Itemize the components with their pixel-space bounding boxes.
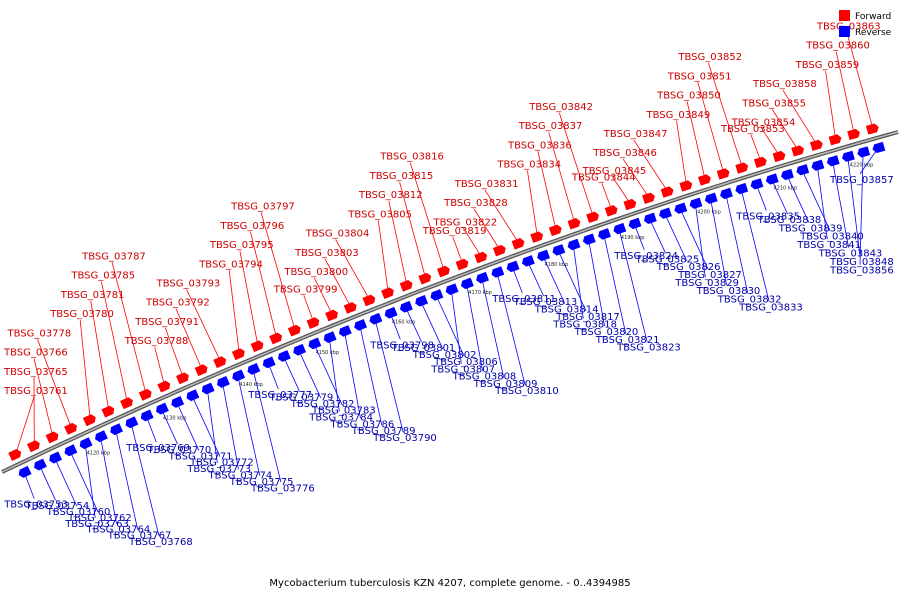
gene-leader-line	[40, 465, 56, 500]
gene-label: TBSG_03805	[347, 209, 412, 220]
gene-label: TBSG_03768	[128, 537, 193, 548]
gene-label: TBSG_03852	[677, 52, 742, 63]
gene-label: TBSG_03799	[273, 285, 338, 296]
gene-leader-line	[162, 409, 178, 444]
gene-leader-line	[80, 320, 90, 420]
gene-label: TBSG_03836	[507, 140, 572, 151]
tick-label: 4170 kbp	[468, 290, 492, 296]
gene-label: TBSG_03812	[358, 190, 423, 201]
gene-label: TBSG_03790	[372, 433, 437, 444]
gene-label: TBSG_03837	[518, 121, 583, 132]
legend-reverse-swatch	[839, 26, 850, 37]
gene-label: TBSG_03823	[616, 343, 681, 354]
gene-label: TBSG_03788	[124, 336, 189, 347]
gene-label: TBSG_03781	[60, 290, 125, 301]
gene-leader-line	[268, 363, 278, 389]
legend-reverse-label: Reverse	[855, 28, 892, 38]
gene-label: TBSG_03797	[230, 202, 295, 213]
tick-label: 4200 kbp	[697, 210, 721, 216]
gene-leader-line	[112, 262, 146, 394]
gene-label: TBSG_03846	[592, 148, 657, 159]
gene-leader-line	[378, 220, 388, 292]
gene-leader-line	[453, 237, 463, 264]
gene-leader-line	[24, 473, 34, 499]
gene-label: TBSG_03849	[646, 110, 711, 121]
legend-forward-label: Forward	[855, 12, 891, 22]
gene-label: TBSG_03761	[3, 386, 68, 397]
gene-leader-line	[284, 357, 300, 392]
gene-leader-line	[229, 270, 239, 353]
gene-label: TBSG_03822	[433, 217, 498, 228]
gene-label: TBSG_03833	[738, 303, 803, 314]
gene-label: TBSG_03800	[283, 267, 348, 278]
gene-label: TBSG_03831	[454, 179, 519, 190]
gene-label: TBSG_03854	[731, 118, 796, 129]
gene-label: TBSG_03847	[603, 129, 668, 140]
genome-caption: Mycobacterium tuberculosis KZN 4207, com…	[0, 578, 900, 589]
gene-leader-line	[756, 184, 766, 210]
gene-label: TBSG_03834	[496, 160, 561, 171]
gene-label: TBSG_03792	[145, 298, 210, 309]
gene-label: TBSG_03778	[7, 328, 72, 339]
gene-label: TBSG_03766	[3, 348, 68, 359]
gene-label: TBSG_03842	[528, 102, 593, 113]
gene-label: TBSG_03765	[3, 367, 68, 378]
gene-label: TBSG_03791	[134, 317, 199, 328]
gene-leader-line	[677, 121, 687, 186]
gene-label: TBSG_03785	[70, 271, 135, 282]
tick-label: 4120 kbp	[87, 450, 111, 456]
gene-label: TBSG_03804	[305, 229, 370, 240]
gene-label: TBSG_03828	[443, 198, 508, 209]
gene-label: TBSG_03810	[494, 386, 559, 397]
tick-label: 4140 kbp	[239, 382, 263, 388]
gene-leader-line	[751, 135, 761, 162]
gene-label: TBSG_03816	[379, 152, 444, 163]
gene-label: TBSG_03858	[752, 79, 817, 90]
gene-label: TBSG_03780	[49, 309, 114, 320]
gene-leader-line	[304, 296, 314, 323]
gene-label: TBSG_03856	[829, 266, 894, 277]
gene-label: TBSG_03776	[250, 483, 315, 494]
gene-leader-line	[390, 313, 400, 339]
gene-leader-line	[602, 183, 612, 210]
gene-leader-line	[155, 347, 165, 386]
gene-leader-line	[512, 267, 522, 293]
gene-leader-line	[826, 71, 836, 139]
gene-label: TBSG_03855	[741, 98, 806, 109]
legend-forward-swatch	[839, 10, 850, 21]
gene-label: TBSG_03850	[656, 91, 721, 102]
gene-label: TBSG_03857	[829, 175, 894, 186]
gene-label: TBSG_03845	[582, 166, 647, 177]
gene-label: TBSG_03793	[156, 279, 221, 290]
gene-leader-line	[527, 171, 537, 237]
gene-label: TBSG_03859	[795, 60, 860, 71]
gene-leader-line	[146, 416, 156, 442]
gene-label: TBSG_03815	[369, 171, 434, 182]
gene-label: TBSG_03795	[209, 240, 274, 251]
gene-label: TBSG_03851	[667, 71, 732, 82]
gene-label: TBSG_03787	[81, 251, 146, 262]
gene-leader-line	[650, 219, 666, 254]
gene-label: TBSG_03803	[294, 248, 359, 259]
gene-label: TBSG_03794	[198, 259, 263, 270]
tick-label: 4220 kbp	[850, 163, 874, 169]
forward-genes: TBSG_03761 TBSG_03765 TBSG_03766 TBSG_03778…	[3, 22, 881, 462]
gene-leader-line	[528, 261, 544, 296]
gene-label: TBSG_03796	[220, 221, 285, 232]
gene-label: TBSG_03860	[805, 41, 870, 52]
